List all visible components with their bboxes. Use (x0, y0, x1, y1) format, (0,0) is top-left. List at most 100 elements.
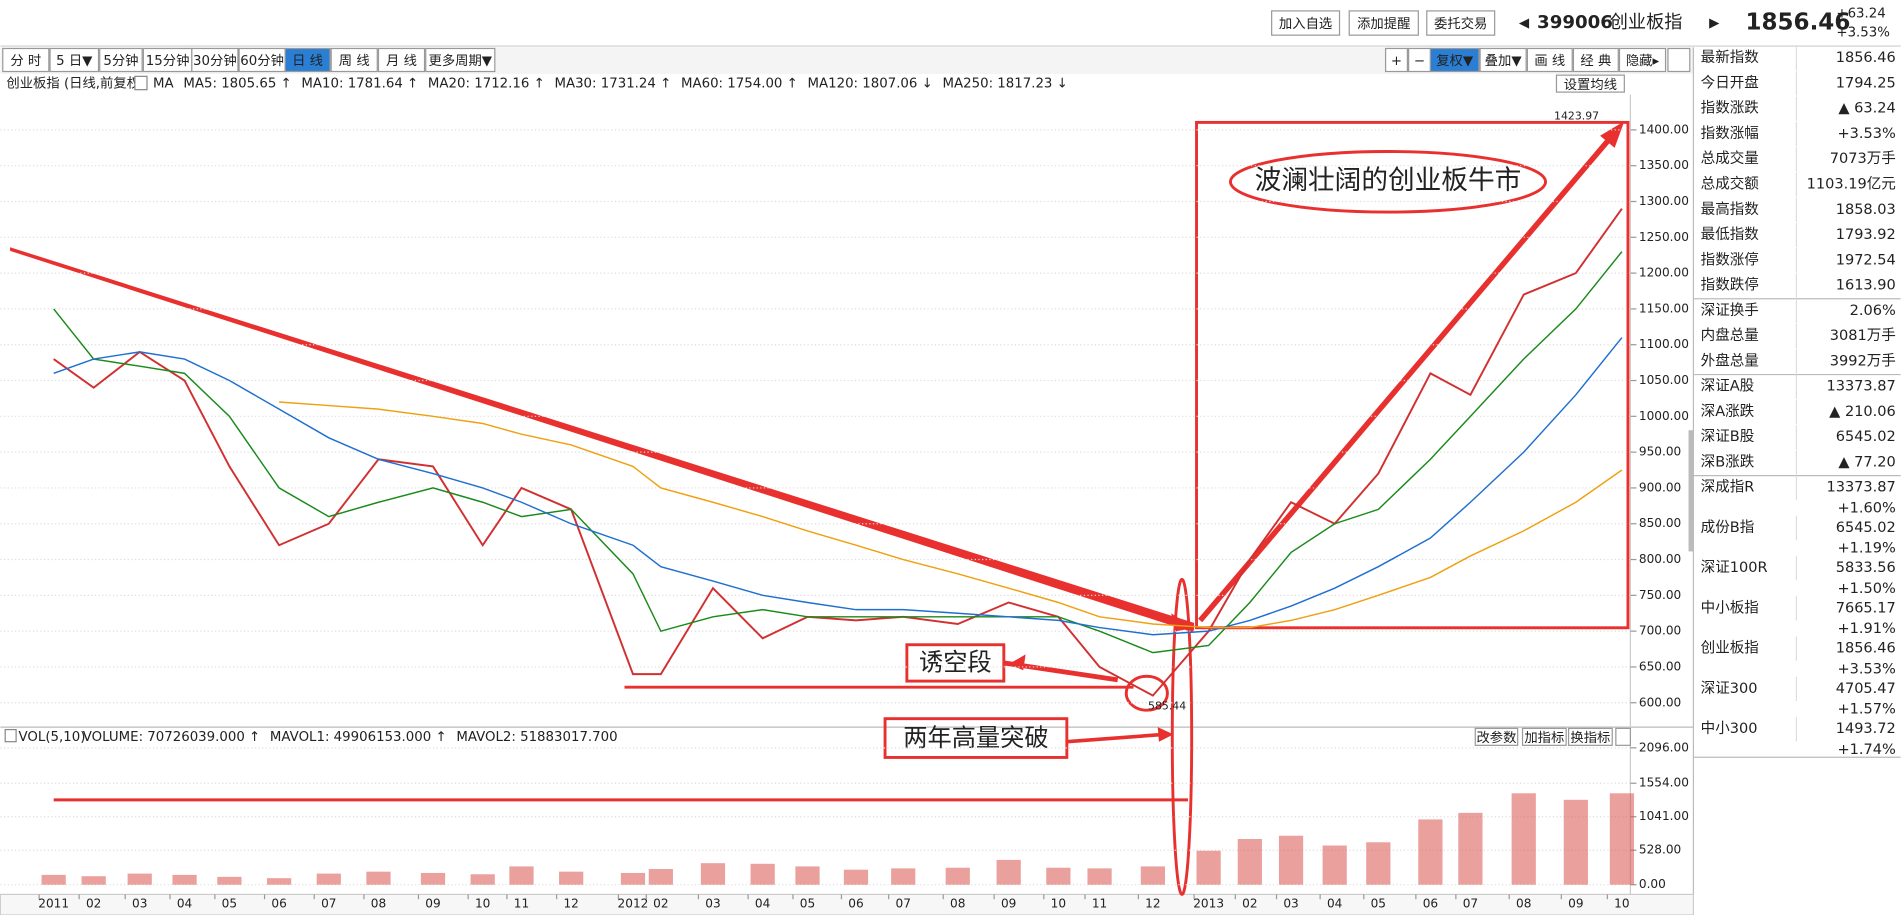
button-label[interactable]: 日 线 (292, 53, 323, 69)
button-label[interactable]: 更多周期▼ (428, 52, 492, 69)
button[interactable] (1572, 47, 1619, 73)
button[interactable] (1521, 727, 1567, 746)
button-label[interactable]: 画 线 (1534, 53, 1565, 69)
stat-label: 指数涨停 (1701, 251, 1759, 268)
x-tick-label: 12 (1145, 897, 1160, 911)
fullscreen-icon[interactable] (1667, 47, 1691, 73)
button-label[interactable]: − (1414, 54, 1425, 69)
note-box (883, 717, 1069, 759)
button[interactable] (191, 47, 239, 73)
low-label: 585.44 (1148, 700, 1186, 713)
button[interactable] (1384, 47, 1408, 73)
x-tick-label: 12 (563, 897, 578, 911)
button-label[interactable]: 复权▼ (1436, 52, 1474, 69)
button-label[interactable]: 换指标 (1570, 730, 1610, 746)
button[interactable] (99, 47, 143, 73)
stat-label: 最低指数 (1701, 226, 1760, 243)
volume-bar (1322, 845, 1347, 885)
stat-label: 成份B指 (1701, 519, 1755, 536)
button[interactable] (1426, 10, 1496, 36)
high-label: 1423.97 (1554, 109, 1599, 122)
button[interactable] (1526, 47, 1573, 73)
x-tick-label: 09 (425, 897, 440, 911)
button-label[interactable]: 改参数 (1476, 729, 1516, 746)
stat-label: 深证300 (1701, 680, 1758, 697)
volume-bar (470, 874, 495, 885)
annotation: 两年高量突破 (903, 724, 1048, 752)
button[interactable] (1429, 47, 1480, 73)
button-label[interactable]: 加指标 (1524, 730, 1564, 746)
x-tick-label: 10 (1614, 897, 1629, 911)
button-label[interactable]: 月 线 (386, 53, 417, 69)
x-tick-label: 08 (371, 897, 386, 911)
y-tick-label: 1050.00 (1639, 373, 1689, 387)
button-label[interactable]: 分 时 (10, 53, 41, 69)
button-label[interactable]: 隐藏▸ (1626, 53, 1660, 69)
x-tick-label: 05 (1371, 897, 1386, 911)
legend-item: MA20: 1712.16 ↑ (428, 77, 545, 92)
button[interactable] (377, 47, 426, 73)
y-tick-label: 750.00 (1639, 588, 1681, 602)
breakout-ellipse (1170, 577, 1194, 896)
stat-value: 6545.02 (1836, 520, 1896, 536)
button-label[interactable]: 周 线 (339, 53, 370, 69)
stat-label: 最高指数 (1701, 201, 1760, 218)
x-tick-label: 04 (755, 897, 771, 911)
price-line (279, 401, 1623, 629)
close-icon[interactable] (1615, 727, 1631, 746)
button[interactable] (1567, 727, 1613, 746)
y-tick-label: 1150.00 (1639, 301, 1689, 315)
stat-value: 3992万手 (1830, 352, 1896, 369)
button-label[interactable]: 加入自选 (1279, 16, 1332, 32)
button[interactable] (1474, 727, 1519, 746)
volume-bar (81, 876, 106, 885)
stat-value: 13373.87 (1826, 480, 1895, 496)
button[interactable] (425, 47, 496, 73)
button[interactable] (2, 47, 50, 73)
button-label[interactable]: 经 典 (1580, 53, 1611, 69)
button[interactable] (1618, 47, 1667, 73)
stat-value: ▲ 210.06 (1829, 404, 1896, 420)
x-tick-label: 06 (271, 897, 286, 911)
volume-bar (891, 868, 916, 885)
x-tick-label: 06 (1423, 897, 1438, 911)
volume-bar (1563, 799, 1588, 885)
button-label[interactable]: 设置均线 (1564, 77, 1617, 93)
button[interactable] (1555, 74, 1625, 93)
stat-value: 4705.47 (1836, 681, 1896, 697)
button-label[interactable]: 委托交易 (1434, 15, 1487, 32)
button[interactable] (49, 47, 100, 73)
y-tick-label: 1554.00 (1639, 776, 1689, 790)
x-tick-label: 2011 (38, 897, 69, 911)
stat-change: +1.19% (1837, 541, 1895, 557)
x-tick-label: 03 (132, 897, 147, 911)
nav-arrow: ▶ (1709, 16, 1720, 31)
x-tick-label: 03 (1283, 897, 1298, 911)
button[interactable] (330, 47, 378, 73)
button[interactable] (1271, 10, 1341, 36)
scrollbar (1688, 430, 1694, 552)
legend-item: VOLUME: 70726039.000 ↑ (83, 730, 260, 745)
button-label[interactable]: 5 日▼ (56, 54, 93, 69)
button-label[interactable]: 叠加▼ (1485, 53, 1523, 69)
button-label[interactable]: 15分钟 (146, 52, 190, 69)
x-tick-label: 08 (1516, 897, 1531, 911)
x-tick-label: 07 (896, 897, 911, 911)
button[interactable] (284, 47, 331, 73)
button-label[interactable]: 5分钟 (103, 52, 138, 69)
stat-value: 1856.46 (1836, 641, 1896, 657)
button-label[interactable]: + (1391, 54, 1402, 69)
button-label[interactable]: 30分钟 (193, 52, 237, 69)
x-tick-label: 06 (848, 897, 863, 911)
volume-bar (1418, 819, 1443, 885)
button[interactable] (1479, 47, 1527, 73)
chart-title: VOL(5,10) (19, 730, 86, 745)
volume-bar (700, 863, 726, 885)
button-label[interactable]: 60分钟 (240, 52, 284, 69)
volume-bar (217, 876, 242, 885)
button[interactable] (1348, 10, 1419, 36)
button-label[interactable]: 添加提醒 (1357, 16, 1410, 32)
y-tick-label: 950.00 (1639, 445, 1681, 459)
volume-bar (366, 871, 391, 885)
change-pct: +3.53% (1836, 26, 1890, 41)
